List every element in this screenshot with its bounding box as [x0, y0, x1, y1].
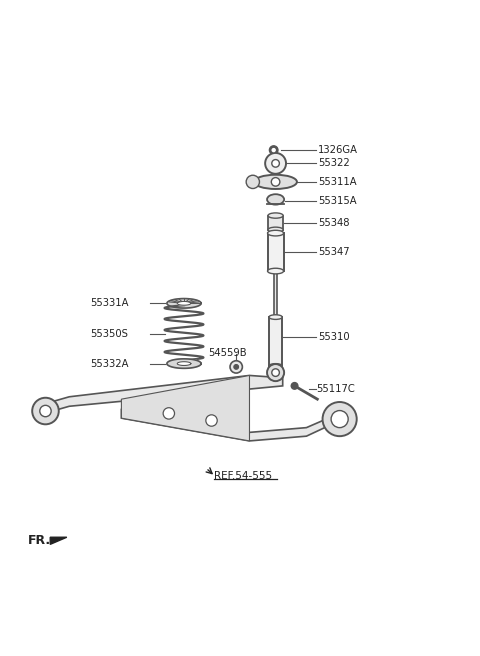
Circle shape [291, 382, 298, 389]
Circle shape [272, 149, 275, 152]
Ellipse shape [267, 194, 284, 205]
Ellipse shape [268, 227, 283, 232]
Circle shape [234, 365, 239, 369]
Text: 55311A: 55311A [318, 177, 357, 187]
Circle shape [32, 398, 59, 424]
Ellipse shape [269, 315, 282, 319]
Polygon shape [177, 301, 191, 305]
Text: 55322: 55322 [318, 158, 349, 169]
Polygon shape [50, 537, 67, 544]
Ellipse shape [267, 268, 284, 274]
Bar [268, 216, 283, 230]
Text: 55315A: 55315A [318, 196, 357, 206]
Polygon shape [167, 359, 201, 368]
Circle shape [331, 411, 348, 428]
Text: 55350S: 55350S [91, 329, 129, 339]
Polygon shape [177, 361, 191, 365]
Ellipse shape [269, 363, 282, 368]
Text: 54559B: 54559B [208, 348, 246, 358]
Ellipse shape [254, 174, 297, 189]
Circle shape [40, 405, 51, 417]
Circle shape [206, 415, 217, 426]
Ellipse shape [268, 213, 283, 218]
Bar [269, 317, 282, 366]
Circle shape [267, 364, 284, 381]
Text: FR.: FR. [27, 534, 50, 547]
Circle shape [265, 153, 286, 174]
Polygon shape [121, 409, 335, 441]
Circle shape [230, 361, 242, 373]
Text: 55310: 55310 [318, 333, 349, 342]
Text: 1326GA: 1326GA [318, 145, 358, 155]
Circle shape [272, 369, 279, 377]
Text: 55347: 55347 [318, 247, 349, 257]
Circle shape [323, 402, 357, 436]
Polygon shape [36, 375, 283, 416]
Polygon shape [121, 375, 250, 441]
Ellipse shape [267, 230, 284, 236]
Circle shape [269, 146, 278, 154]
Text: 55348: 55348 [318, 218, 349, 228]
Bar [274, 272, 277, 317]
Circle shape [271, 178, 280, 186]
Text: 55331A: 55331A [91, 298, 129, 308]
Bar [267, 233, 284, 271]
Text: 55332A: 55332A [91, 359, 129, 369]
Text: REF.54-555: REF.54-555 [214, 471, 272, 481]
Polygon shape [167, 298, 201, 308]
Circle shape [272, 159, 279, 167]
Circle shape [163, 408, 175, 419]
Circle shape [246, 175, 260, 188]
Text: 55117C: 55117C [316, 384, 355, 394]
